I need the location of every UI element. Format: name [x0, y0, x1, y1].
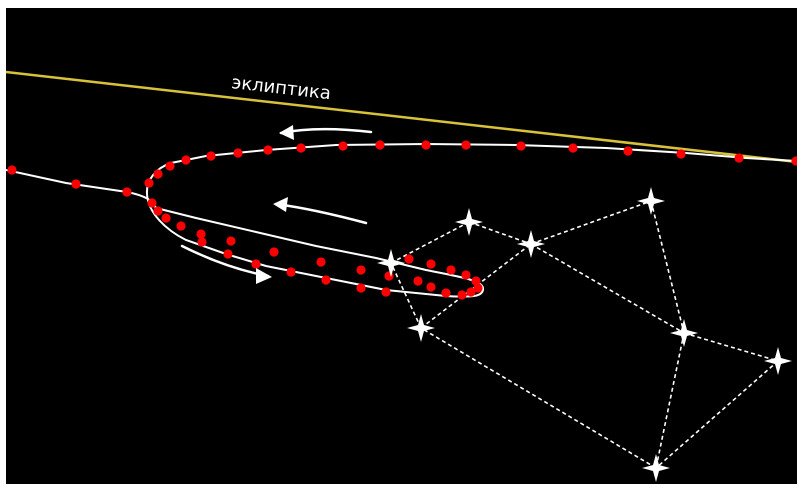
planet-position-dot [461, 140, 471, 150]
planet-position-dot [181, 155, 191, 165]
planet-position-dot [176, 221, 186, 231]
constellation-line [655, 360, 779, 469]
planet-path [6, 142, 797, 298]
planet-position-dot [153, 169, 163, 179]
planet-position-dot [147, 198, 157, 208]
planet-position-dot [296, 143, 306, 153]
planet-position-dot [568, 143, 578, 153]
diagram-frame: эклиптика [6, 8, 797, 484]
planet-position-dot [457, 290, 467, 300]
planet-position-dot [623, 146, 633, 156]
constellation-line [530, 200, 652, 245]
constellation-line [390, 262, 422, 329]
planet-position-dot [263, 145, 273, 155]
planet-position-dot [426, 282, 436, 292]
planet-position-dot [165, 161, 175, 171]
constellation-stars [377, 187, 792, 482]
ecliptic-line [6, 70, 797, 164]
star-core [647, 197, 655, 205]
planet-position-dot [206, 151, 216, 161]
planet-position-dot [153, 206, 163, 216]
planet-position-dot [321, 275, 331, 285]
planet-position-dot [197, 237, 207, 247]
planet-position-dot [251, 259, 261, 269]
constellation-lines [390, 200, 779, 469]
planet-position-dot [71, 179, 81, 189]
planet-position-dot [223, 249, 233, 259]
retrograde-motion-diagram: эклиптика [6, 70, 797, 482]
planet-position-dot [466, 287, 476, 297]
planet-position-dot [144, 178, 154, 188]
motion-arrows [180, 125, 373, 284]
planet-position-dot [421, 140, 431, 150]
planet-position-dot [413, 276, 423, 286]
planet-position-dot [516, 141, 526, 151]
planet-position-dot [122, 187, 132, 197]
planet-position-dot [426, 259, 436, 269]
planet-position-dot [473, 283, 483, 293]
planet-position-dot [7, 165, 17, 175]
constellation-line [650, 200, 685, 334]
star-core [652, 464, 660, 472]
star-core [417, 324, 425, 332]
constellation-line [390, 221, 470, 264]
planet-position-dot [734, 153, 744, 163]
planet-position-dot [338, 141, 348, 151]
planet-position-dot [676, 149, 686, 159]
planet-position-dot [356, 283, 366, 293]
planet-position-dot [356, 265, 366, 275]
planet-position-dot [441, 288, 451, 298]
planet-position-dot [196, 229, 206, 239]
planet-position-dot [384, 271, 394, 281]
star-core [774, 357, 782, 365]
arrow-eastward-lower [180, 244, 272, 284]
star-core [680, 329, 688, 337]
constellation-line [683, 332, 779, 362]
planet-position-dot [233, 148, 243, 158]
planet-position-dot [404, 254, 414, 264]
planet-positions [7, 140, 797, 300]
planet-position-dot [161, 213, 171, 223]
planet-position-dot [286, 267, 296, 277]
constellation-line [530, 243, 685, 334]
star-core [465, 218, 473, 226]
constellation-line [655, 332, 685, 469]
constellation-line [420, 327, 657, 469]
planet-position-dot [316, 257, 326, 267]
planet-position-dot [375, 140, 385, 150]
constellation-line [420, 243, 532, 329]
planet-position-dot [471, 276, 481, 286]
planet-position-dot [269, 247, 279, 257]
planet-position-dot [791, 156, 797, 166]
planet-position-dot [446, 265, 456, 275]
planet-position-dot [226, 236, 236, 246]
planet-position-dot [381, 287, 391, 297]
constellation-line [468, 221, 532, 245]
arrow-westward-upper [279, 125, 373, 140]
arrow-westward-middle [273, 197, 368, 225]
planet-position-dot [461, 270, 471, 280]
star-core [527, 240, 535, 248]
star-core [387, 259, 395, 267]
